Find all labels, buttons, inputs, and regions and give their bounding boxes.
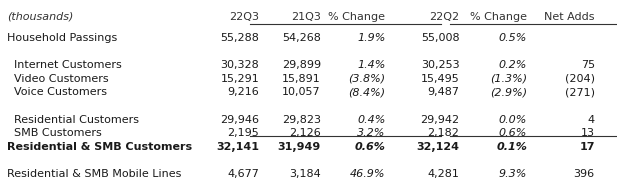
Text: (8.4%): (8.4%) [349,87,386,97]
Text: Net Adds: Net Adds [544,12,595,22]
Text: 15,891: 15,891 [282,74,321,84]
Text: 32,124: 32,124 [416,142,459,152]
Text: 22Q2: 22Q2 [429,12,459,22]
Text: % Change: % Change [470,12,527,22]
Text: 29,942: 29,942 [420,115,459,125]
Text: (2.9%): (2.9%) [490,87,527,97]
Text: (thousands): (thousands) [7,12,73,22]
Text: 13: 13 [581,129,595,138]
Text: 9,487: 9,487 [428,87,459,97]
Text: 17: 17 [579,142,595,152]
Text: 1.9%: 1.9% [357,33,386,43]
Text: 0.5%: 0.5% [499,33,527,43]
Text: % Change: % Change [328,12,386,22]
Text: 21Q3: 21Q3 [291,12,321,22]
Text: 3.2%: 3.2% [357,129,386,138]
Text: 10,057: 10,057 [282,87,321,97]
Text: 0.1%: 0.1% [496,142,527,152]
Text: 29,823: 29,823 [282,115,321,125]
Text: Internet Customers: Internet Customers [7,60,122,70]
Text: SMB Customers: SMB Customers [7,129,102,138]
Text: 9.3%: 9.3% [499,169,527,180]
Text: 55,008: 55,008 [421,33,459,43]
Text: 0.0%: 0.0% [499,115,527,125]
Text: 54,268: 54,268 [282,33,321,43]
Text: 15,291: 15,291 [220,74,259,84]
Text: 32,141: 32,141 [216,142,259,152]
Text: 396: 396 [574,169,595,180]
Text: 22Q3: 22Q3 [230,12,259,22]
Text: 75: 75 [581,60,595,70]
Text: 31,949: 31,949 [278,142,321,152]
Text: 9,216: 9,216 [228,87,259,97]
Text: 30,253: 30,253 [421,60,459,70]
Text: 3,184: 3,184 [289,169,321,180]
Text: Residential & SMB Mobile Lines: Residential & SMB Mobile Lines [7,169,181,180]
Text: Household Passings: Household Passings [7,33,117,43]
Text: 29,899: 29,899 [282,60,321,70]
Text: (271): (271) [565,87,595,97]
Text: 55,288: 55,288 [220,33,259,43]
Text: 29,946: 29,946 [220,115,259,125]
Text: Residential Customers: Residential Customers [7,115,139,125]
Text: 0.6%: 0.6% [499,129,527,138]
Text: 30,328: 30,328 [220,60,259,70]
Text: (1.3%): (1.3%) [490,74,527,84]
Text: (204): (204) [565,74,595,84]
Text: Voice Customers: Voice Customers [7,87,107,97]
Text: Residential & SMB Customers: Residential & SMB Customers [7,142,192,152]
Text: 4,281: 4,281 [428,169,459,180]
Text: 2,126: 2,126 [289,129,321,138]
Text: 2,195: 2,195 [228,129,259,138]
Text: 15,495: 15,495 [421,74,459,84]
Text: (3.8%): (3.8%) [349,74,386,84]
Text: 46.9%: 46.9% [350,169,386,180]
Text: 4,677: 4,677 [228,169,259,180]
Text: 2,182: 2,182 [428,129,459,138]
Text: 0.4%: 0.4% [357,115,386,125]
Text: 0.6%: 0.6% [355,142,386,152]
Text: 1.4%: 1.4% [357,60,386,70]
Text: 0.2%: 0.2% [499,60,527,70]
Text: Video Customers: Video Customers [7,74,109,84]
Text: 4: 4 [587,115,595,125]
